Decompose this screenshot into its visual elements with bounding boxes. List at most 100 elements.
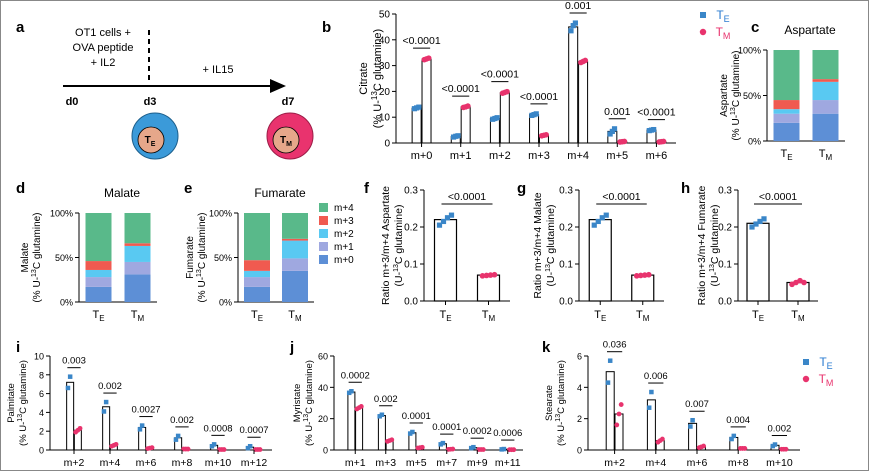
x-tick-label: m+4 [567, 150, 589, 162]
bar-te [433, 219, 458, 302]
y-tick-label: 6 [39, 389, 44, 399]
point-te [591, 222, 597, 228]
point-te [67, 374, 73, 379]
x-tick-label: TE [594, 309, 606, 323]
point-te [646, 405, 652, 410]
stack-segment-m4 [812, 50, 839, 80]
stack-segment-m0 [812, 113, 839, 141]
x-tick-label: TE [439, 309, 451, 323]
point-te [494, 115, 500, 121]
x-tick-label: m+2 [489, 150, 511, 162]
te-cell-nucleus [137, 126, 165, 154]
y-tick-label: 50% [214, 253, 232, 263]
bar-te [102, 406, 111, 451]
x-tick-label: TM [288, 309, 302, 323]
bar-tm [421, 58, 432, 144]
p-value-label: 0.004 [726, 415, 750, 426]
y-tick-label: 0 [577, 446, 582, 456]
y-axis: 0 20 40 60 [318, 352, 335, 456]
point-te [349, 389, 354, 394]
point-te [761, 216, 767, 222]
legend-isotope-label: m+0 [334, 255, 354, 266]
x-tick-label: TM [819, 148, 833, 162]
point-te [175, 433, 181, 439]
bar-te [568, 26, 579, 144]
stack-segment-m1 [773, 113, 800, 123]
y-axis-label: Malate [20, 242, 31, 272]
x-tick-label: m+9 [467, 457, 488, 469]
bar-te [489, 117, 500, 144]
point-te [607, 358, 613, 363]
point-tm [582, 57, 589, 64]
bar-te [605, 371, 615, 451]
panel-letter-k: k [542, 339, 551, 356]
y-axis: 0% 50% 100% [50, 209, 80, 308]
y-tick-label: 20 [318, 414, 328, 424]
legend-te-marker [803, 359, 809, 365]
y-axis: 0.0 0.1 0.2 0.3 [559, 186, 580, 308]
bar-tm [578, 61, 589, 144]
bar-te [411, 107, 422, 144]
legend-swatch [319, 242, 328, 251]
x-tick-label: TM [636, 309, 650, 323]
point-te [471, 444, 476, 450]
point-tm [419, 444, 425, 450]
point-te [772, 442, 778, 447]
y-axis-label: (U-13C glutamine) [393, 205, 405, 287]
point-tm [660, 436, 665, 442]
p-value-label: 0.0007 [239, 425, 268, 436]
panel-letter-b: b [322, 19, 331, 36]
y-axis-label: Stearate [544, 385, 555, 421]
bar-tm [355, 407, 364, 451]
legend-swatch [319, 229, 328, 238]
p-value-label: 0.001 [604, 106, 630, 118]
y-tick-label: 0.2 [559, 223, 573, 234]
y-axis-label: Citrate [358, 62, 370, 94]
p-value-label: 0.002 [768, 424, 792, 435]
stack-segment-m1 [812, 100, 839, 114]
panel-letter-d: d [16, 180, 25, 197]
point-tm [616, 411, 622, 417]
y-tick-label: 0 [384, 139, 390, 150]
timeline-note-line: + IL2 [91, 57, 116, 69]
stack-segment-m2 [124, 245, 151, 262]
y-axis-label: (% U-13C glutamine) [17, 360, 29, 446]
point-te [137, 427, 143, 432]
y-tick-label: 30 [379, 61, 391, 72]
p-value-label: <0.0001 [520, 91, 558, 103]
y-axis-label: (% U-13C glutamine) [196, 212, 208, 302]
bar-tm [631, 274, 655, 302]
x-tick-label: m+1 [345, 457, 366, 469]
x-tick-label: m+0 [411, 150, 433, 162]
point-te [101, 409, 107, 414]
legend-swatch [319, 255, 328, 264]
point-te [533, 111, 539, 117]
p-value-label: 0.002 [170, 415, 194, 426]
point-tm [450, 446, 456, 452]
stack-segment-m0 [282, 270, 308, 302]
chart-b: m+0 <0.0001 m+1 <0.0001 m+2 <0.0001 m+3 <0.0001… [358, 0, 676, 162]
point-tm [783, 446, 789, 452]
legend-isotope-label: m+1 [334, 242, 354, 253]
y-tick-label: 0.1 [718, 260, 732, 271]
y-tick-label: 0.0 [559, 297, 573, 308]
stack-segment-m0 [124, 274, 151, 302]
legend-isotope-label: m+3 [334, 216, 354, 227]
bar-te [529, 114, 540, 144]
point-te [139, 423, 145, 428]
point-tm [480, 447, 486, 452]
stack-segment-m1 [244, 277, 270, 287]
stack-segment-m4 [773, 50, 800, 101]
y-tick-label: 0% [748, 137, 761, 147]
x-tick-label: m+4 [645, 457, 666, 469]
legend-te-label: TE [716, 8, 729, 24]
y-tick-label: 0 [39, 446, 44, 456]
point-te [599, 215, 605, 221]
timeline-arrowhead [270, 79, 286, 93]
legend-isotope-label: m+2 [334, 229, 354, 240]
point-te [103, 399, 109, 405]
